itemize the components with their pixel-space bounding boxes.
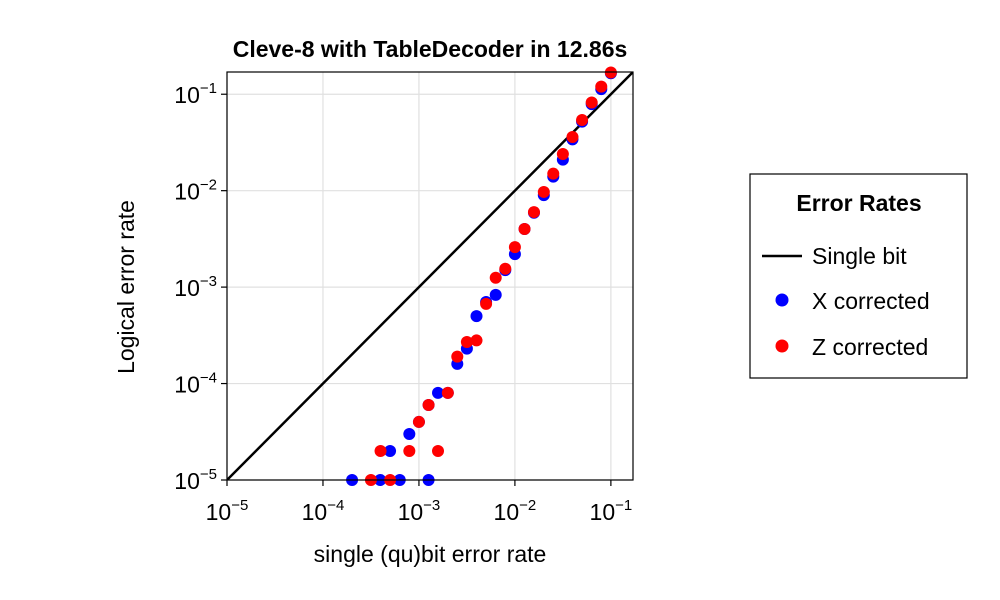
legend-label-z-corrected: Z corrected xyxy=(812,334,928,360)
point-z-corrected-9 xyxy=(460,335,473,348)
legend-title: Error Rates xyxy=(796,190,921,216)
y-tick-label-3: 10−2 xyxy=(174,177,217,205)
point-z-corrected-13 xyxy=(499,262,512,275)
chart-title: Cleve-8 with TableDecoder in 12.86s xyxy=(233,36,628,62)
plot-area xyxy=(227,66,633,486)
point-x-corrected-12 xyxy=(470,310,483,323)
point-x-corrected-4 xyxy=(384,444,397,457)
point-z-corrected-3 xyxy=(403,444,416,457)
point-x-corrected-5 xyxy=(403,427,416,440)
point-z-corrected-18 xyxy=(547,167,560,180)
point-z-corrected-23 xyxy=(595,80,608,93)
x-tick-label-4: 10−1 xyxy=(590,497,633,525)
point-z-corrected-22 xyxy=(585,96,598,109)
point-z-corrected-2 xyxy=(374,444,387,457)
legend: Error Rates Single bit X corrected Z cor… xyxy=(749,173,968,379)
point-z-corrected-7 xyxy=(441,386,454,399)
y-axis-label: Logical error rate xyxy=(113,200,139,374)
point-x-corrected-8 xyxy=(432,386,445,399)
y-tick-label-0: 10−5 xyxy=(174,466,217,494)
point-z-corrected-15 xyxy=(518,223,531,236)
series-line-single-bit xyxy=(227,72,633,480)
x-tick-label-0: 10−5 xyxy=(206,497,249,525)
point-z-corrected-6 xyxy=(422,398,435,411)
x-tick-label-2: 10−3 xyxy=(398,497,441,525)
y-axis: 10−5 10−4 10−3 10−2 10−1 xyxy=(174,80,227,494)
point-z-corrected-21 xyxy=(576,114,589,127)
point-z-corrected-8 xyxy=(451,350,464,363)
legend-label-x-corrected: X corrected xyxy=(812,288,930,314)
point-z-corrected-17 xyxy=(537,185,550,198)
legend-marker-z-corrected xyxy=(775,339,789,353)
x-axis: 10−5 10−4 10−3 10−2 10−1 xyxy=(206,480,633,525)
x-tick-label-3: 10−2 xyxy=(494,497,537,525)
point-z-corrected-11 xyxy=(480,297,493,310)
x-tick-label-1: 10−4 xyxy=(302,497,345,525)
point-z-corrected-12 xyxy=(489,271,502,284)
point-x-corrected-14 xyxy=(489,288,502,301)
legend-label-single-bit: Single bit xyxy=(812,243,907,269)
point-z-corrected-16 xyxy=(527,206,540,219)
plot-frame xyxy=(226,71,634,481)
y-tick-label-4: 10−1 xyxy=(174,80,217,108)
point-z-corrected-14 xyxy=(508,241,521,254)
point-z-corrected-10 xyxy=(470,334,483,347)
y-tick-label-2: 10−3 xyxy=(174,273,217,301)
legend-marker-x-corrected xyxy=(775,293,789,307)
point-z-corrected-4 xyxy=(432,444,445,457)
y-tick-label-1: 10−4 xyxy=(174,370,217,398)
x-axis-label: single (qu)bit error rate xyxy=(314,541,547,567)
point-z-corrected-20 xyxy=(566,131,579,144)
point-z-corrected-19 xyxy=(556,148,569,161)
point-z-corrected-5 xyxy=(412,415,425,428)
